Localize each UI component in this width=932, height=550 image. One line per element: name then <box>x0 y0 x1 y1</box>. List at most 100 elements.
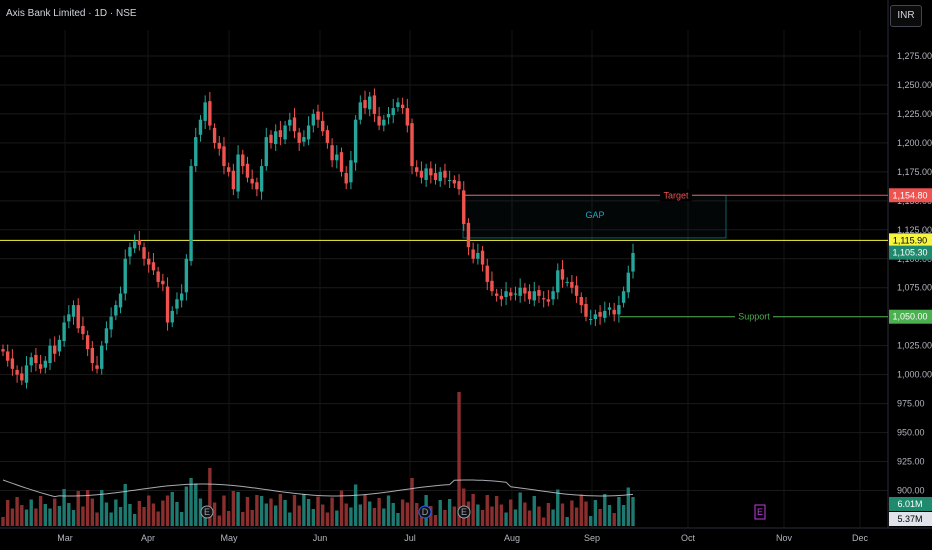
candle <box>424 168 428 180</box>
volume-bar <box>29 499 33 526</box>
candle <box>132 241 137 249</box>
volume-bar <box>212 502 217 526</box>
volume-bar <box>386 495 391 526</box>
target-price-tag: 1,154.80 <box>892 190 927 200</box>
candle <box>631 252 635 272</box>
volume-bar <box>217 515 221 526</box>
candle <box>34 354 38 364</box>
candle <box>527 291 532 300</box>
volume-bar <box>288 512 292 526</box>
candle <box>316 111 320 120</box>
candle <box>541 298 546 300</box>
volume-bar <box>57 506 62 526</box>
candle <box>494 293 499 296</box>
support-price-tag-bg <box>889 309 932 324</box>
dividend-marker-icon[interactable] <box>418 505 432 519</box>
candle <box>560 269 565 280</box>
earnings-marker-icon[interactable] <box>200 505 214 519</box>
target-price-tag-bg <box>889 188 932 203</box>
volume-bar <box>48 508 52 526</box>
volume-bar <box>269 498 273 526</box>
volume-bar <box>335 510 339 526</box>
candle <box>156 271 160 282</box>
event-marker-label: E <box>204 507 210 517</box>
volume-bar <box>598 509 602 526</box>
candle <box>203 102 207 121</box>
candle <box>118 293 123 308</box>
candle <box>480 250 485 265</box>
candle <box>212 127 217 143</box>
candle <box>198 119 203 135</box>
volume-bar <box>518 492 522 526</box>
candle <box>264 137 268 167</box>
candle <box>15 369 19 375</box>
candle <box>447 179 452 181</box>
candle <box>208 101 212 126</box>
volume-bar <box>283 500 287 526</box>
candle <box>626 272 630 293</box>
volume-bar <box>551 509 555 526</box>
target-label-bg <box>660 189 692 202</box>
candle <box>278 130 283 138</box>
volume-bar <box>494 496 499 526</box>
candle <box>523 287 527 294</box>
volume-bar <box>109 512 113 526</box>
candle <box>551 291 555 300</box>
volume-bar <box>452 506 457 526</box>
volume-bar <box>330 497 334 526</box>
volume-bar <box>382 508 386 526</box>
candle <box>574 285 579 296</box>
candle <box>90 347 95 364</box>
candle <box>189 166 193 262</box>
volume-bar <box>504 512 508 526</box>
volume-bar <box>607 505 612 526</box>
y-tick-label: 900.00 <box>897 486 925 496</box>
volume-bar <box>532 496 536 526</box>
event-marker-label: E <box>461 507 467 517</box>
candle <box>6 351 10 361</box>
target-label: Target <box>663 190 689 200</box>
candle <box>321 120 325 132</box>
month-label: Dec <box>852 533 869 543</box>
candle <box>325 130 330 143</box>
volume-bar <box>443 510 447 526</box>
candle <box>311 113 315 126</box>
candle <box>273 131 278 145</box>
candle <box>377 116 381 126</box>
month-label: Apr <box>141 533 155 543</box>
volume-bar <box>560 503 565 526</box>
candle <box>269 134 273 143</box>
volume-bar <box>631 497 635 526</box>
volume-bar <box>34 508 38 526</box>
earnings-marker-icon[interactable] <box>457 505 471 519</box>
candle <box>415 167 419 172</box>
candle <box>579 297 583 306</box>
y-tick-label: 1,175.00 <box>897 167 932 177</box>
candle <box>128 247 132 257</box>
candle <box>509 292 513 296</box>
currency-button[interactable]: INR <box>890 5 922 27</box>
volume-bar <box>259 496 264 526</box>
volume-bar <box>292 495 297 526</box>
volume-bar <box>278 494 283 526</box>
volume-bar <box>325 512 330 526</box>
y-tick-label: 975.00 <box>897 399 925 409</box>
earnings-marker-icon[interactable] <box>754 504 766 520</box>
volume-bar <box>118 507 123 526</box>
month-label: May <box>220 533 238 543</box>
volume-bar <box>363 494 367 526</box>
month-label: Jun <box>313 533 328 543</box>
volume-bar <box>170 492 174 526</box>
volume-bar <box>556 489 560 526</box>
support-price-tag: 1,050.00 <box>892 312 927 322</box>
volume-bar <box>53 498 57 526</box>
volume-bar <box>626 487 630 526</box>
candle <box>85 335 90 350</box>
volume-bar <box>419 511 424 526</box>
candle <box>410 123 414 167</box>
candle <box>405 108 410 126</box>
volume-bar <box>241 512 245 526</box>
candle <box>537 290 541 296</box>
y-tick-label: 1,250.00 <box>897 80 932 90</box>
